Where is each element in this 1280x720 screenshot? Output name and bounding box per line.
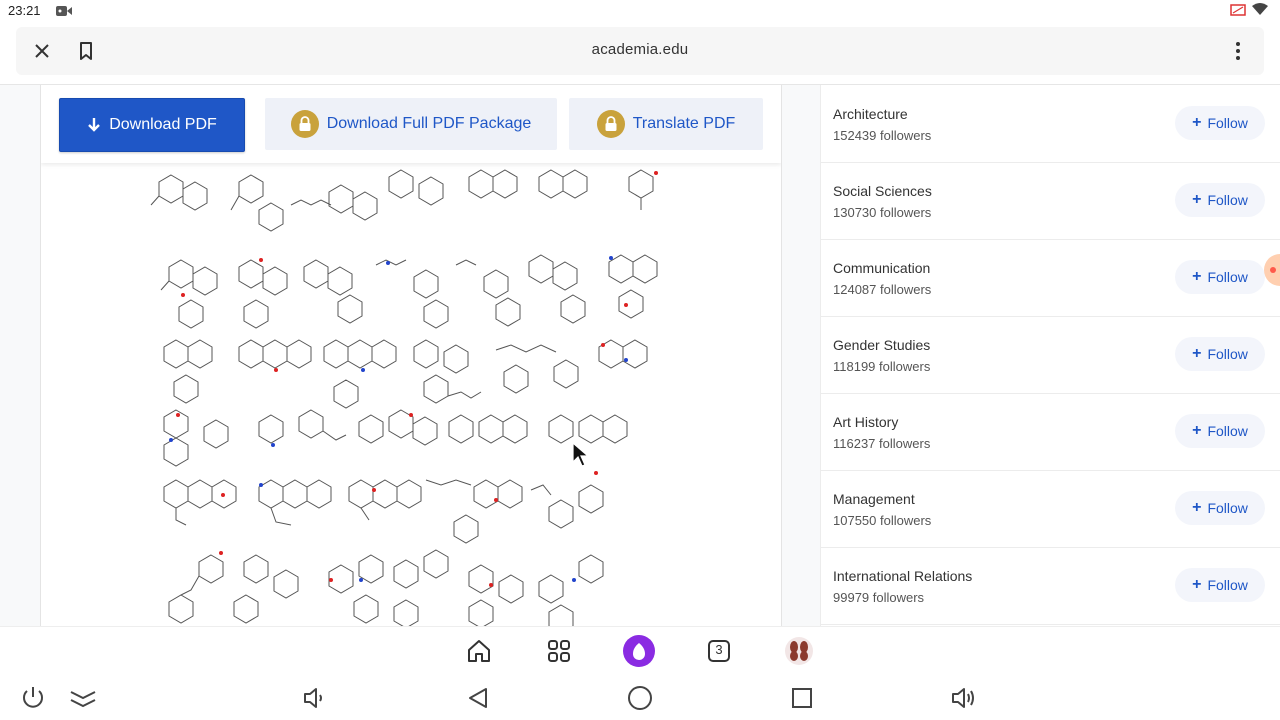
plus-icon: + (1192, 422, 1202, 439)
download-package-button[interactable]: Download Full PDF Package (265, 98, 557, 150)
close-icon[interactable] (30, 39, 54, 63)
url-display[interactable]: academia.edu (591, 41, 689, 58)
apps-grid-icon[interactable] (543, 635, 575, 667)
download-package-label: Download Full PDF Package (326, 115, 532, 132)
follow-label: Follow (1207, 192, 1248, 208)
topic-row: Gender Studies 118199 followers + Follow (821, 316, 1280, 394)
topic-followers: 124087 followers (833, 282, 932, 297)
mouse-cursor-icon (572, 442, 590, 467)
topic-row: Social Sciences 130730 followers + Follow (821, 162, 1280, 240)
volume-up-icon[interactable] (948, 682, 980, 714)
plus-icon: + (1192, 191, 1202, 208)
topic-followers: 116237 followers (833, 436, 931, 451)
topic-followers: 152439 followers (833, 128, 932, 143)
status-icons (1230, 3, 1268, 21)
status-bar: 23:21 (0, 0, 1280, 22)
topic-row: Communication 124087 followers + Follow (821, 239, 1280, 317)
topic-followers: 99979 followers (833, 590, 925, 605)
volume-down-icon[interactable] (298, 682, 330, 714)
screen-cast-icon (1230, 3, 1246, 21)
download-arrow-icon (87, 117, 101, 133)
follow-button[interactable]: + Follow (1175, 491, 1265, 525)
translate-pdf-label: Translate PDF (632, 115, 736, 132)
topic-followers: 107550 followers (833, 513, 932, 528)
topic-name[interactable]: International Relations (833, 568, 973, 584)
chemical-structures-figure (150, 169, 658, 627)
power-icon[interactable] (17, 682, 49, 714)
floating-touch-indicator[interactable] (1264, 254, 1280, 286)
follow-button[interactable]: + Follow (1175, 337, 1265, 371)
document-viewer: Download PDF Download Full PDF Package T… (40, 85, 782, 627)
system-nav-bar (0, 674, 1280, 720)
follow-button[interactable]: + Follow (1175, 414, 1265, 448)
follow-button[interactable]: + Follow (1175, 106, 1265, 140)
plus-icon: + (1192, 345, 1202, 362)
follow-label: Follow (1207, 577, 1248, 593)
topic-name[interactable]: Social Sciences (833, 183, 932, 199)
indicator-dot (1270, 267, 1276, 273)
plus-icon: + (1192, 499, 1202, 516)
follow-button[interactable]: + Follow (1175, 260, 1265, 294)
assistant-icon[interactable] (623, 635, 655, 667)
topic-name[interactable]: Management (833, 491, 915, 507)
topic-followers: 130730 followers (833, 205, 932, 220)
follow-label: Follow (1207, 115, 1248, 131)
tabs-icon[interactable]: 3 (703, 635, 735, 667)
more-vert-icon[interactable] (1226, 39, 1250, 63)
topic-followers: 118199 followers (833, 359, 931, 374)
download-pdf-button[interactable]: Download PDF (59, 98, 245, 152)
follow-label: Follow (1207, 500, 1248, 516)
profile-avatar-icon[interactable] (783, 635, 815, 667)
plus-icon: + (1192, 576, 1202, 593)
topic-row: Management 107550 followers + Follow (821, 470, 1280, 548)
follow-button[interactable]: + Follow (1175, 568, 1265, 602)
follow-button[interactable]: + Follow (1175, 183, 1265, 217)
topic-row: Architecture 152439 followers + Follow (821, 85, 1280, 163)
tab-count: 3 (715, 642, 723, 657)
wifi-icon (1252, 3, 1268, 21)
translate-pdf-button[interactable]: Translate PDF (569, 98, 763, 150)
follow-label: Follow (1207, 346, 1248, 362)
topics-sidebar: Architecture 152439 followers + Follow So… (820, 85, 1280, 627)
recents-icon[interactable] (786, 682, 818, 714)
home-circle-icon[interactable] (624, 682, 656, 714)
plus-icon: + (1192, 268, 1202, 285)
follow-label: Follow (1207, 269, 1248, 285)
document-action-bar: Download PDF Download Full PDF Package T… (41, 85, 781, 163)
status-time: 23:21 (8, 3, 41, 18)
back-icon[interactable] (462, 682, 494, 714)
video-camera-icon (56, 4, 72, 22)
topic-row: Art History 116237 followers + Follow (821, 393, 1280, 471)
page-content: Download PDF Download Full PDF Package T… (0, 84, 1280, 627)
browser-toolbar: academia.edu (16, 27, 1264, 75)
topic-name[interactable]: Architecture (833, 106, 908, 122)
collapse-icon[interactable] (67, 682, 99, 714)
bookmark-icon[interactable] (74, 39, 98, 63)
topic-name[interactable]: Art History (833, 414, 899, 430)
topic-name[interactable]: Gender Studies (833, 337, 931, 353)
topic-name[interactable]: Communication (833, 260, 931, 276)
browser-dock: 3 (0, 626, 1280, 675)
home-icon[interactable] (463, 635, 495, 667)
plus-icon: + (1192, 114, 1202, 131)
follow-label: Follow (1207, 423, 1248, 439)
topic-row: International Relations 99979 followers … (821, 547, 1280, 625)
lock-icon (596, 110, 625, 138)
lock-icon (290, 110, 319, 138)
download-pdf-label: Download PDF (109, 116, 217, 133)
